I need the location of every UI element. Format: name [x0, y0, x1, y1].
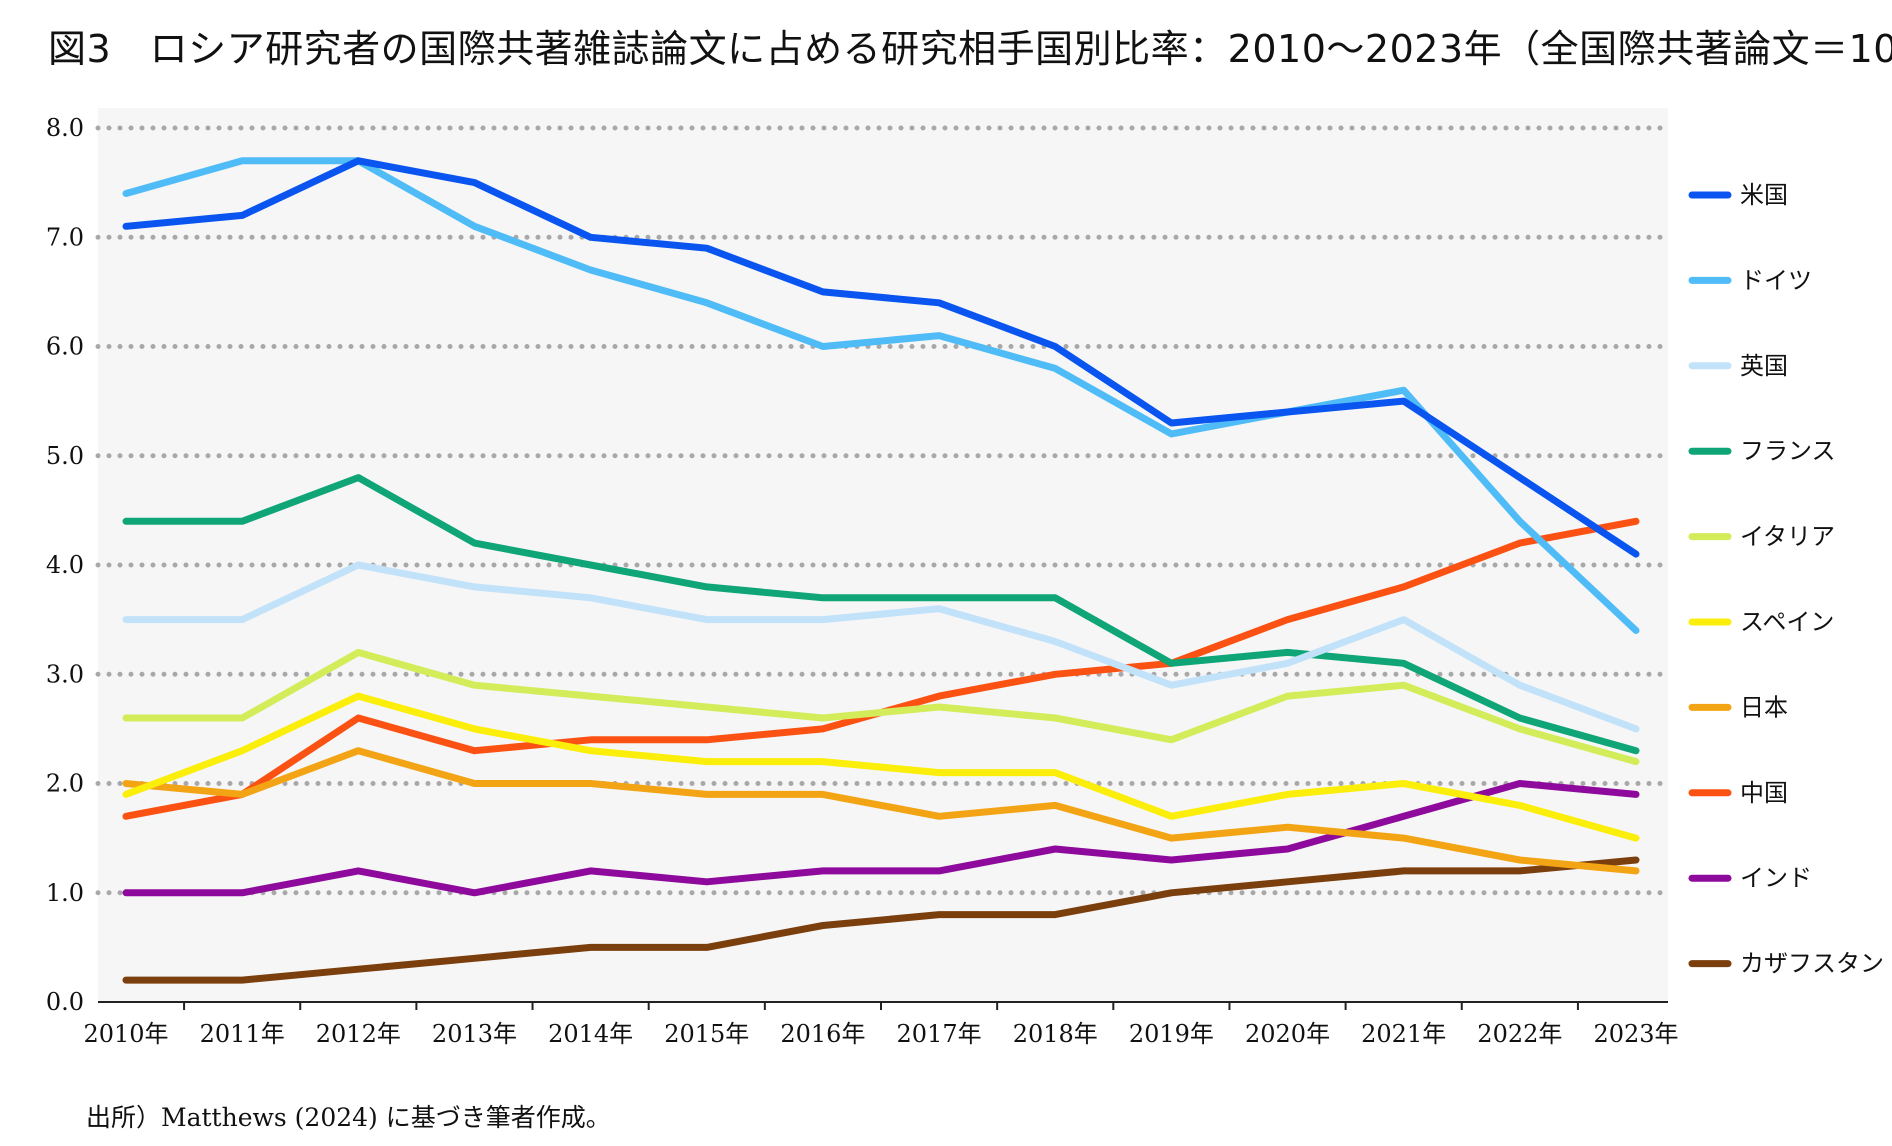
- legend-label: 米国: [1740, 181, 1788, 209]
- x-tick-label: 2010年: [83, 1020, 168, 1048]
- y-tick-label: 3.0: [46, 660, 84, 688]
- series-line-1: [122, 157, 1640, 634]
- series-line-4: [122, 648, 1640, 766]
- legend-label: フランス: [1740, 437, 1836, 465]
- x-tick-label: 2015年: [664, 1020, 749, 1048]
- x-tick-label: 2020年: [1245, 1020, 1330, 1048]
- y-axis: 0.0 1.0 2.0 3.0 4.0 5.0 6.0 7.0 8.0: [46, 114, 84, 1016]
- chart-title: 図3 ロシア研究者の国際共著雑誌論文に占める研究相手国別比率：2010～2023…: [48, 27, 1892, 71]
- x-tick-label: 2018年: [1013, 1020, 1098, 1048]
- y-tick-label: 4.0: [46, 551, 84, 579]
- x-tick-label: 2023年: [1593, 1020, 1678, 1048]
- legend-label: 日本: [1740, 693, 1788, 721]
- legend-label: スペイン: [1740, 608, 1834, 636]
- series-line-2: [122, 561, 1640, 733]
- source-note: 出所）Matthews (2024) に基づき筆者作成。: [86, 1103, 611, 1132]
- series-line-6: [122, 747, 1640, 875]
- series-line-5: [122, 692, 1640, 842]
- legend-label: 英国: [1740, 352, 1788, 380]
- x-tick-label: 2016年: [780, 1020, 865, 1048]
- y-tick-label: 7.0: [46, 223, 84, 251]
- x-axis: [98, 1001, 1668, 1010]
- x-tick-label: 2021年: [1361, 1020, 1446, 1048]
- series-lines: [122, 157, 1640, 984]
- y-tick-label: 0.0: [46, 988, 84, 1016]
- grid-lines: [95, 125, 1671, 896]
- series-line-0: [122, 157, 1640, 558]
- legend-label: イタリア: [1740, 523, 1835, 551]
- y-tick-label: 8.0: [46, 114, 84, 142]
- legend-label: カザフスタン: [1740, 950, 1884, 978]
- legend-label: インド: [1740, 864, 1812, 892]
- plot-background: [98, 108, 1668, 1002]
- legend-label: ドイツ: [1740, 266, 1812, 294]
- legend-label: 中国: [1740, 779, 1788, 807]
- y-tick-label: 2.0: [46, 770, 84, 798]
- x-tick-label: 2012年: [316, 1020, 401, 1048]
- series-line-3: [122, 474, 1640, 755]
- x-tick-label: 2014年: [548, 1020, 633, 1048]
- series-line-9: [122, 856, 1640, 984]
- y-tick-label: 5.0: [46, 442, 84, 470]
- x-tick-label: 2011年: [200, 1020, 285, 1048]
- x-tick-label: 2022年: [1477, 1020, 1562, 1048]
- x-tick-label: 2019年: [1129, 1020, 1214, 1048]
- x-tick-labels: 2010年 2011年 2012年 2013年 2014年 2015年 2016年 2017年…: [83, 1020, 1678, 1048]
- y-tick-label: 6.0: [46, 333, 84, 361]
- x-tick-label: 2013年: [432, 1020, 517, 1048]
- series-line-8: [122, 780, 1640, 897]
- y-tick-label: 1.0: [46, 879, 84, 907]
- x-tick-label: 2017年: [897, 1020, 982, 1048]
